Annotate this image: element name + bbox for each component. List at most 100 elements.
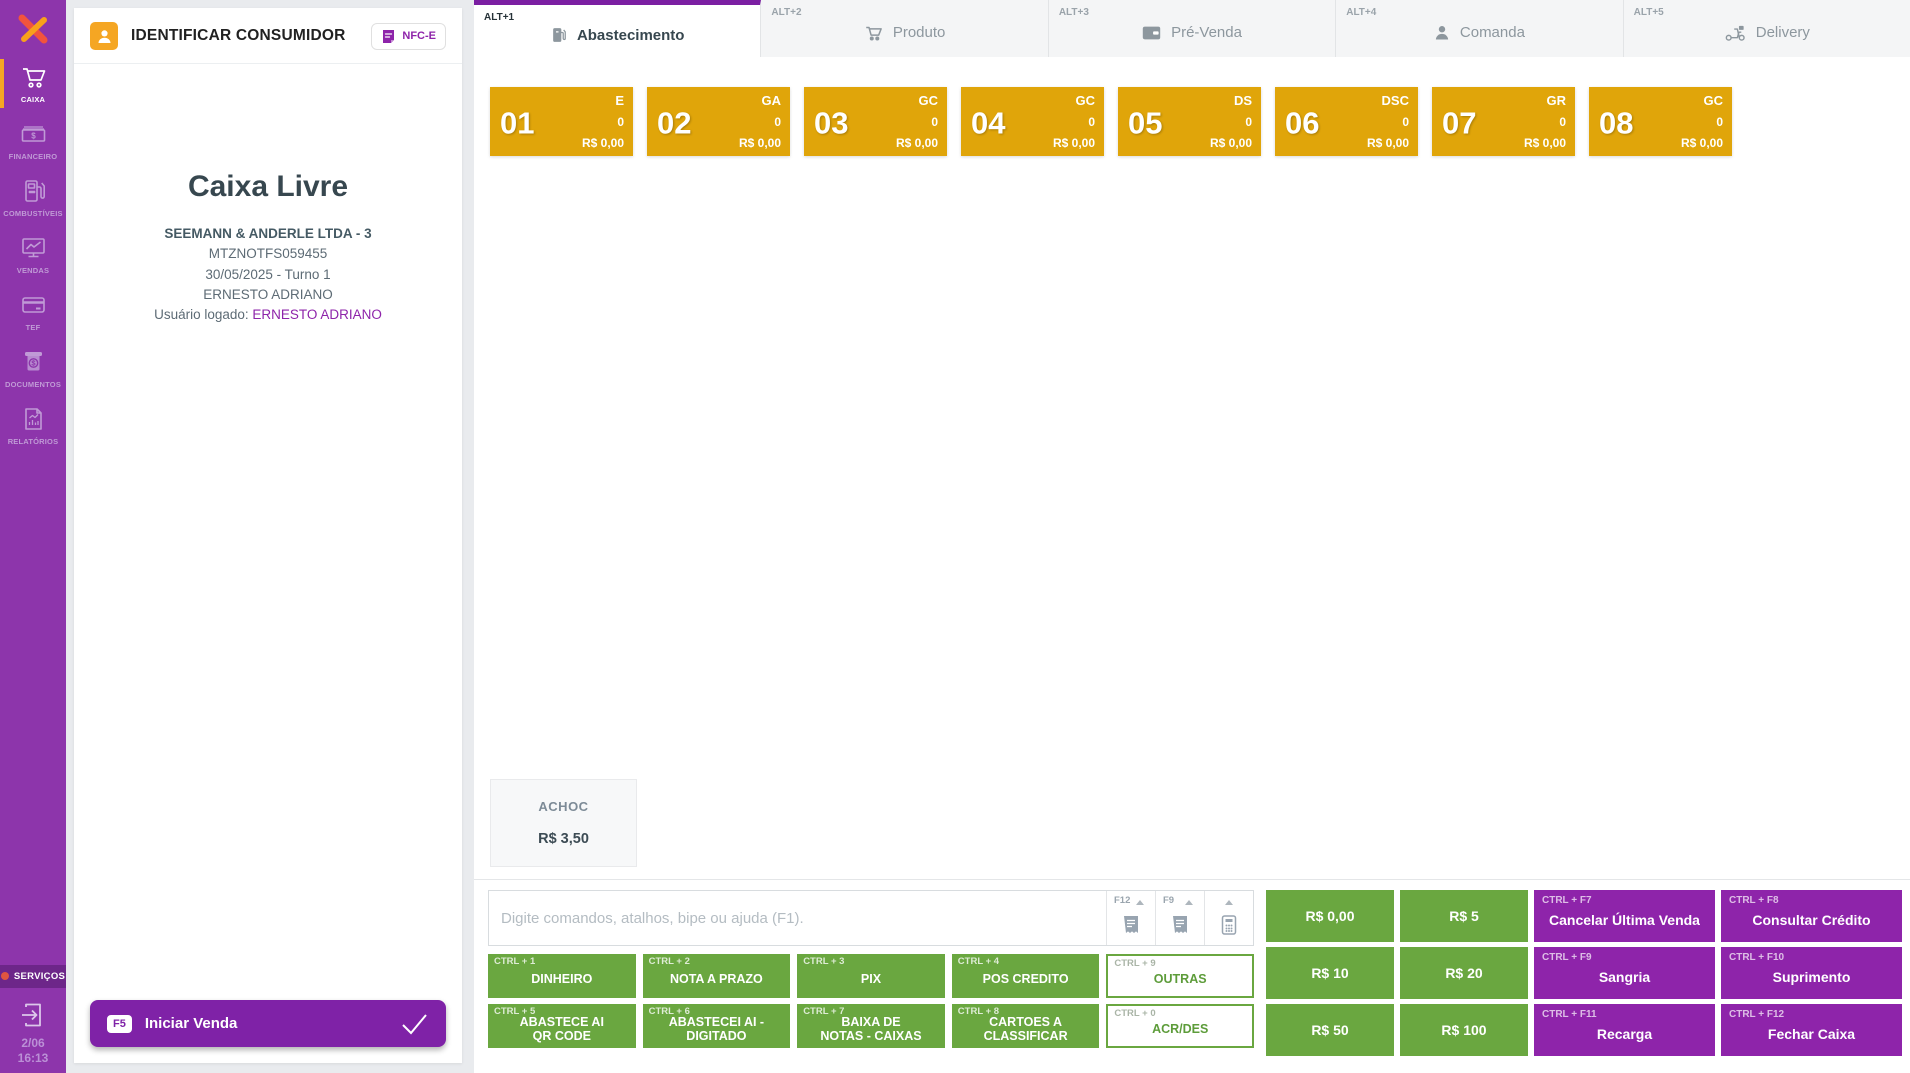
pay-label: POS CREDITO [982,971,1069,986]
action-label: Consultar Crédito [1752,912,1871,928]
tab-label: Produto [892,24,946,41]
pay-pix-button[interactable]: CTRL + 3 PIX [797,954,945,998]
tab-label: Delivery [1755,24,1810,41]
pay-abastecei-ai-digitado-button[interactable]: CTRL + 6 ABASTECEI AI - DIGITADO [642,1004,791,1048]
pump-card-07[interactable]: 07 GR 0 R$ 0,00 [1432,87,1575,156]
pay-shortcut: CTRL + 8 [957,1006,1000,1017]
pay-acr-des-button[interactable]: CTRL + 0 ACR/DES [1106,1004,1254,1048]
delivery-scooter-icon [1725,25,1745,41]
pay-abastece-ai-qrcode-button[interactable]: CTRL + 5 ABASTECE AI QR CODE [488,1004,636,1048]
quick-value-50-button[interactable]: R$ 50 [1266,1004,1394,1056]
pump-card-03[interactable]: 03 GC 0 R$ 0,00 [804,87,947,156]
pay-label: OUTRAS [1153,971,1207,986]
sidebar-item-relatorios[interactable]: RELATÓRIOS [0,397,66,454]
pump-fuel: E [615,93,624,108]
action-label: Suprimento [1772,969,1851,985]
sidebar-item-tef[interactable]: TEF [0,283,66,340]
product-card-achoc[interactable]: ACHOC R$ 3,50 [490,779,637,867]
tool-calculator[interactable] [1204,891,1253,945]
status-dot-icon [0,972,9,981]
pay-outras-button[interactable]: CTRL + 9 OUTRAS [1106,954,1254,998]
report-icon [20,406,47,432]
pump-count: 0 [774,115,781,129]
tool-receipt-f12[interactable]: F12 [1106,891,1155,945]
pump-total: R$ 0,00 [1680,136,1723,150]
sangria-button[interactable]: CTRL + F9 Sangria [1534,947,1715,999]
identify-consumer-button[interactable] [90,22,118,50]
servicos-label: SERVIÇOS [13,970,66,982]
cancel-last-sale-button[interactable]: CTRL + F7 Cancelar Última Venda [1534,890,1715,942]
pump-number: 06 [1285,104,1320,140]
recarga-button[interactable]: CTRL + F11 Recarga [1534,1004,1715,1056]
tab-shortcut: ALT+4 [1346,7,1377,18]
logout-button[interactable] [18,1000,48,1030]
tab-produto[interactable]: ALT+2 Produto [761,0,1049,57]
terminal-id: MTZNOTFS059455 [208,246,328,262]
logged-user-link[interactable]: ERNESTO ADRIANO [252,307,382,322]
company-name: SEEMANN & ANDERLE LTDA - 3 [164,226,372,241]
pump-card-04[interactable]: 04 GC 0 R$ 0,00 [961,87,1104,156]
sidebar-item-label: FINANCEIRO [8,152,58,161]
pump-card-01[interactable]: 01 E 0 R$ 0,00 [490,87,633,156]
close-register-button[interactable]: CTRL + F12 Fechar Caixa [1721,1004,1902,1056]
wallet-icon [1142,26,1161,39]
quick-value-20-button[interactable]: R$ 20 [1400,947,1528,999]
quick-value-5-button[interactable]: R$ 5 [1400,890,1528,942]
command-and-payments: F12 F9 [488,890,1254,1073]
pump-fuel: GC [1075,93,1096,108]
pump-total: R$ 0,00 [1209,136,1252,150]
pump-card-06[interactable]: 06 DSC 0 R$ 0,00 [1275,87,1418,156]
consult-credit-button[interactable]: CTRL + F8 Consultar Crédito [1721,890,1902,942]
nfce-toggle-button[interactable]: NFC-E [371,22,446,50]
sidebar-item-vendas[interactable]: VENDAS [0,226,66,283]
action-shortcut: CTRL + F8 [1729,895,1779,906]
sidebar-item-combustiveis[interactable]: COMBUSTÍVEIS [0,169,66,226]
pay-baixa-de-notas-button[interactable]: CTRL + 7 BAIXA DE NOTAS - CAIXAS [797,1004,945,1048]
caret-up-icon [1185,900,1193,905]
pump-count: 0 [1402,115,1409,129]
mode-tabs: ALT+1 Abastecimento ALT+2 Produto ALT+3 [474,0,1910,57]
quick-value-10-button[interactable]: R$ 10 [1266,947,1394,999]
bottom-panel: F12 F9 [474,880,1910,1073]
pump-total: R$ 0,00 [895,136,938,150]
tab-delivery[interactable]: ALT+5 Delivery [1623,0,1910,57]
tab-abastecimento[interactable]: ALT+1 Abastecimento [474,0,762,57]
start-sale-button[interactable]: F5 Iniciar Venda [90,1000,446,1047]
pump-fuel: DSC [1381,93,1409,108]
pay-nota-a-prazo-button[interactable]: CTRL + 2 NOTA A PRAZO [642,954,791,998]
tab-shortcut: ALT+2 [771,7,802,18]
sidebar-item-servicos[interactable]: SERVIÇOS [0,964,66,988]
fuel-pump-icon [20,178,47,204]
pay-shortcut: CTRL + 2 [648,956,690,967]
quick-actions-grid: R$ 0,00 R$ 5 CTRL + F7 Cancelar Última V… [1266,890,1902,1073]
svg-text:$: $ [31,132,36,141]
pump-number: 03 [814,104,849,140]
sidebar-item-caixa[interactable]: CAIXA [0,55,66,112]
sidebar-item-financeiro[interactable]: $ FINANCEIRO [0,112,66,169]
pump-total: R$ 0,00 [1052,136,1095,150]
pay-dinheiro-button[interactable]: CTRL + 1 DINHEIRO [488,954,636,998]
pump-card-02[interactable]: 02 GA 0 R$ 0,00 [647,87,790,156]
action-label: Recarga [1596,1026,1653,1042]
pump-card-08[interactable]: 08 GC 0 R$ 0,00 [1589,87,1732,156]
pump-number: 07 [1442,104,1477,140]
sidebar: CAIXA $ FINANCEIRO COMBUSTÍVEIS V [0,0,66,1073]
pay-pos-credito-button[interactable]: CTRL + 4 POS CREDITO [951,954,1100,998]
pay-cartoes-a-classificar-button[interactable]: CTRL + 8 CARTOES A CLASSIFICAR [951,1004,1100,1048]
pump-count: 0 [1716,115,1723,129]
pay-shortcut: CTRL + 3 [803,956,845,967]
pump-fuel: GR [1546,93,1567,108]
pay-label: ABASTECEI AI - DIGITADO [668,1014,765,1043]
pump-card-05[interactable]: 05 DS 0 R$ 0,00 [1118,87,1261,156]
sidebar-item-documentos[interactable]: $ DOCUMENTOS [0,340,66,397]
shift-info: 30/05/2025 - Turno 1 [205,266,331,282]
quick-value-0-button[interactable]: R$ 0,00 [1266,890,1394,942]
tab-comanda[interactable]: ALT+4 Comanda [1336,0,1624,57]
command-input[interactable] [489,891,1106,945]
tab-pre-venda[interactable]: ALT+3 Pré-Venda [1048,0,1337,57]
quick-value-100-button[interactable]: R$ 100 [1400,1004,1528,1056]
tool-receipt-f9[interactable]: F9 [1155,891,1204,945]
suprimento-button[interactable]: CTRL + F10 Suprimento [1721,947,1902,999]
pay-label: CARTOES A CLASSIFICAR [983,1014,1068,1043]
sidebar-item-label: TEF [25,323,41,332]
